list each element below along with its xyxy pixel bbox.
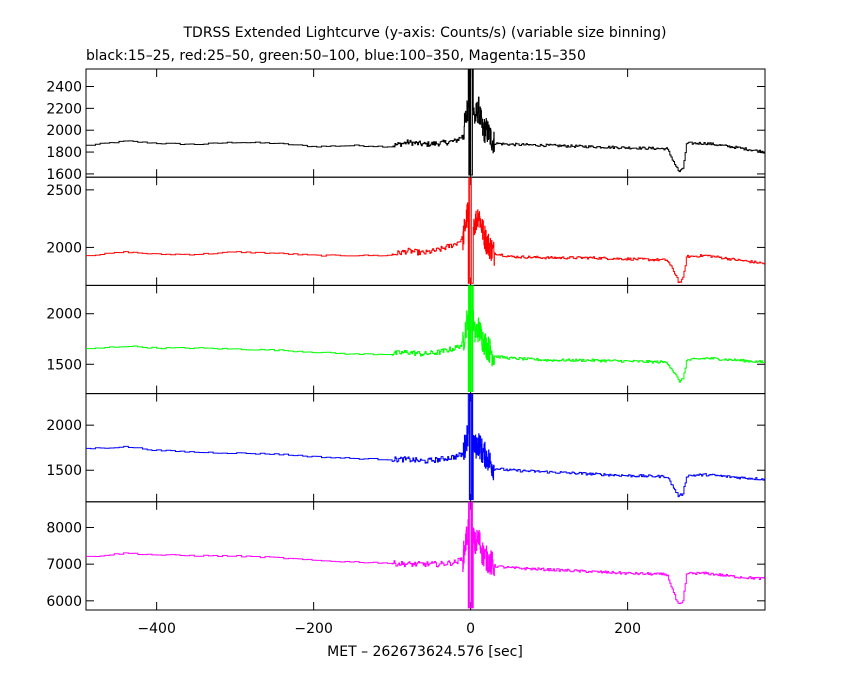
y-tick-label: 7000 — [46, 557, 82, 573]
series-line-4 — [86, 501, 765, 609]
series-line-2 — [86, 285, 765, 392]
y-tick-label: 8000 — [46, 520, 82, 536]
panel-frame — [85, 284, 766, 395]
x-tick-label: 200 — [614, 621, 641, 637]
panel-frame — [85, 176, 766, 286]
x-axis-label: MET – 262673624.576 [sec] — [327, 644, 523, 660]
panels-group: 1600180020002200240020002500150020001500… — [46, 68, 766, 611]
x-axis: −400 −200 0 200 — [137, 621, 641, 637]
y-tick-label: 6000 — [46, 594, 82, 610]
panel-frame — [85, 68, 766, 178]
y-tick-label: 2000 — [46, 240, 82, 256]
x-tick-label: 0 — [466, 621, 475, 637]
series-line-1 — [86, 177, 765, 284]
y-tick-label: 2000 — [46, 307, 82, 323]
y-tick-label: 1500 — [46, 357, 82, 373]
y-tick-label: 2400 — [46, 79, 82, 95]
panel-4: 6000 7000 8000 — [46, 501, 766, 611]
panel-0: 1600 1800 2000 2200 2400 — [46, 68, 766, 183]
y-tick-label: 1600 — [46, 167, 82, 183]
y-tick-label: 2200 — [46, 101, 82, 117]
chart-title: TDRSS Extended Lightcurve (y-axis: Count… — [182, 25, 666, 41]
panel-3: 1500 2000 — [46, 393, 766, 503]
y-tick-label: 2000 — [46, 418, 82, 434]
panel-frame — [85, 501, 766, 611]
x-tick-label: −400 — [137, 621, 175, 637]
panel-1: 2000 2500 — [46, 176, 766, 286]
panel-2: 1500 2000 — [46, 284, 766, 395]
y-tick-label: 1800 — [46, 145, 82, 161]
chart-subtitle: black:15–25, red:25–50, green:50–100, bl… — [86, 48, 586, 64]
y-tick-label: 2500 — [46, 183, 82, 199]
panel-frame — [85, 393, 766, 503]
y-tick-label: 2000 — [46, 123, 82, 139]
series-line-0 — [86, 69, 765, 176]
series-line-3 — [86, 393, 765, 501]
x-tick-label: −200 — [294, 621, 332, 637]
y-tick-label: 1500 — [46, 463, 82, 479]
